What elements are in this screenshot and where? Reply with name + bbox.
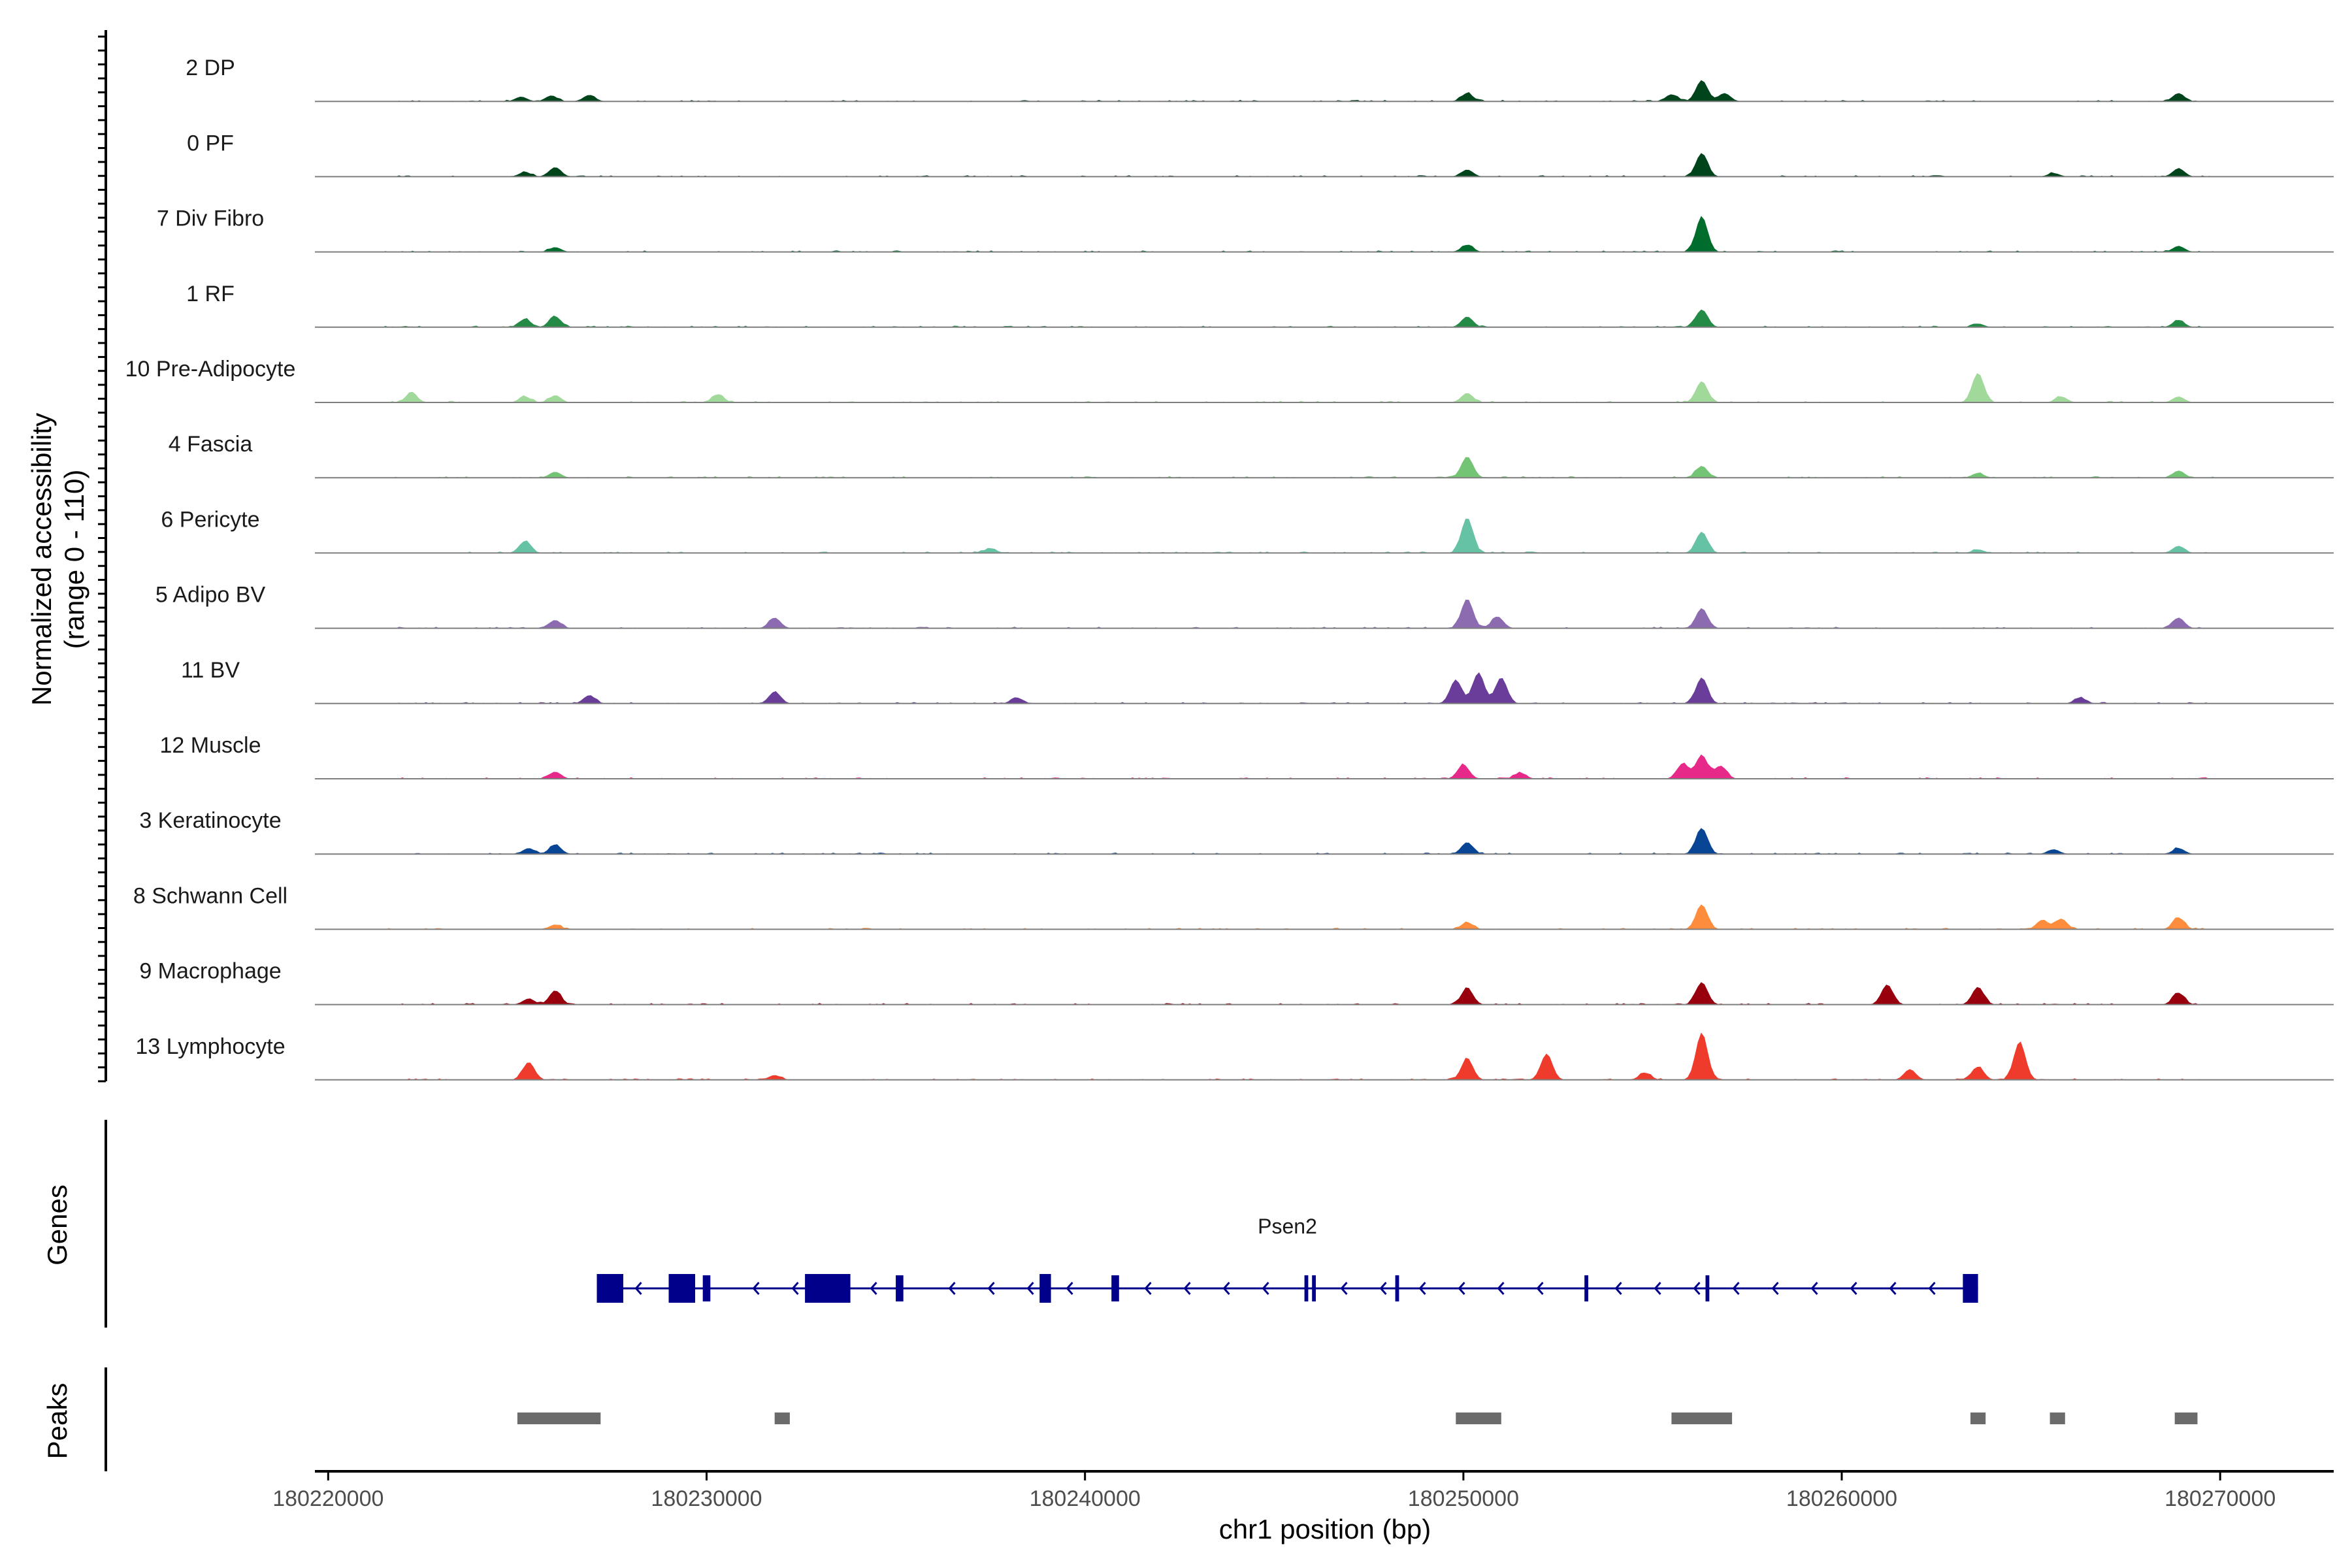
strand-arrow-icon xyxy=(1026,1282,1034,1295)
strand-arrow-icon xyxy=(1732,1282,1740,1295)
track-label-5-adipo-bv: 5 Adipo BV xyxy=(155,583,266,608)
track-label-1-rf: 1 RF xyxy=(186,282,235,306)
track-8-schwann-cell: 8 Schwann Cell xyxy=(133,883,2334,930)
track-4-fascia: 4 Fascia xyxy=(169,432,2334,479)
strand-arrow-icon xyxy=(1928,1282,1936,1295)
track-label-7-div-fibro: 7 Div Fibro xyxy=(157,206,264,231)
strand-arrow-icon xyxy=(752,1282,760,1295)
coverage-area-1-rf xyxy=(315,309,2334,327)
peak-region-2 xyxy=(774,1413,790,1424)
x-tick-label: 180240000 xyxy=(1030,1486,1141,1511)
strand-arrow-icon xyxy=(1222,1282,1230,1295)
x-tick-label: 180250000 xyxy=(1408,1486,1519,1511)
coverage-area-6-pericyte xyxy=(315,518,2334,553)
track-label-6-pericyte: 6 Pericyte xyxy=(161,507,259,532)
x-tick-label: 180270000 xyxy=(2164,1486,2276,1511)
track-label-9-macrophage: 9 Macrophage xyxy=(139,959,281,984)
peak-region-1 xyxy=(517,1413,601,1424)
gene-exon-10 xyxy=(1395,1275,1399,1301)
track-label-3-keratinocyte: 3 Keratinocyte xyxy=(139,808,281,833)
track-7-div-fibro: 7 Div Fibro xyxy=(157,206,2334,253)
peak-region-5 xyxy=(1970,1413,1986,1424)
track-6-pericyte: 6 Pericyte xyxy=(161,507,2334,554)
strand-arrow-icon xyxy=(1458,1282,1465,1295)
x-axis-ticks: 180220000 180230000 180240000 180250000 1802… xyxy=(272,1471,2276,1511)
gene-exon-1 xyxy=(596,1274,623,1303)
track-label-0-pf: 0 PF xyxy=(187,131,234,155)
track-0-pf: 0 PF xyxy=(187,131,2334,178)
peak-track xyxy=(517,1413,2198,1424)
peak-region-4 xyxy=(1671,1413,1733,1424)
strand-arrow-icon xyxy=(791,1282,799,1295)
peak-region-7 xyxy=(2174,1413,2198,1424)
track-label-10-pre-adipocyte: 10 Pre-Adipocyte xyxy=(125,357,296,382)
gene-label-psen2: Psen2 xyxy=(1258,1215,1317,1238)
y-axis-title-line2: (range 0 - 110) xyxy=(59,470,90,649)
x-tick-label: 180230000 xyxy=(651,1486,762,1511)
coverage-y-ticks xyxy=(98,35,106,1083)
strand-arrow-icon xyxy=(1262,1282,1269,1295)
strand-arrow-icon xyxy=(1183,1282,1191,1295)
strand-arrow-icon xyxy=(1810,1282,1818,1295)
gene-exon-8 xyxy=(1304,1275,1309,1301)
track-label-12-muscle: 12 Muscle xyxy=(160,733,261,758)
track-label-2-dp: 2 DP xyxy=(186,56,235,80)
strand-arrow-icon xyxy=(987,1282,995,1295)
track-13-lymphocyte: 13 Lymphocyte xyxy=(135,1032,2334,1081)
gene-exon-5 xyxy=(896,1275,904,1301)
gene-exon-7 xyxy=(1111,1275,1119,1301)
x-axis-title: chr1 position (bp) xyxy=(1219,1514,1431,1544)
coverage-tracks: 2 DP 0 PF 7 Div Fibro 1 RF 10 Pre-Adipocyte 4… xyxy=(125,56,2334,1081)
gene-exon-2 xyxy=(668,1274,695,1303)
strand-arrow-icon xyxy=(948,1282,956,1295)
track-12-muscle: 12 Muscle xyxy=(160,733,2334,779)
strand-arrow-icon xyxy=(1889,1282,1897,1295)
peak-region-6 xyxy=(2050,1413,2065,1424)
y-axis-title-line1: Normalized accessibility xyxy=(26,413,57,706)
gene-exon-9 xyxy=(1312,1275,1316,1301)
strand-arrow-icon xyxy=(1418,1282,1426,1295)
track-label-4-fascia: 4 Fascia xyxy=(169,432,253,457)
strand-arrow-icon xyxy=(870,1282,877,1295)
strand-arrow-icon xyxy=(1654,1282,1661,1295)
track-9-macrophage: 9 Macrophage xyxy=(139,959,2334,1005)
strand-arrow-icon xyxy=(1066,1282,1073,1295)
strand-arrow-icon xyxy=(1144,1282,1152,1295)
track-5-adipo-bv: 5 Adipo BV xyxy=(155,583,2334,629)
track-3-keratinocyte: 3 Keratinocyte xyxy=(139,808,2334,855)
track-label-8-schwann-cell: 8 Schwann Cell xyxy=(133,883,287,908)
strand-arrow-icon xyxy=(1693,1282,1701,1295)
track-10-pre-adipocyte: 10 Pre-Adipocyte xyxy=(125,357,2334,403)
strand-arrow-icon xyxy=(1497,1282,1505,1295)
track-2-dp: 2 DP xyxy=(186,56,2334,103)
track-label-11-bv: 11 BV xyxy=(181,658,240,683)
strand-arrow-icon xyxy=(1771,1282,1779,1295)
x-tick-label: 180220000 xyxy=(272,1486,384,1511)
strand-arrow-icon xyxy=(634,1282,642,1295)
gene-exon-3 xyxy=(702,1275,711,1301)
strand-arrow-icon xyxy=(1850,1282,1857,1295)
peaks-panel-label: Peaks xyxy=(42,1383,73,1460)
gene-track: Psen2 xyxy=(596,1215,1978,1303)
track-11-bv: 11 BV xyxy=(181,658,2334,704)
strand-arrow-icon xyxy=(1340,1282,1348,1295)
strand-arrow-icon xyxy=(1379,1282,1387,1295)
track-1-rf: 1 RF xyxy=(186,282,2334,328)
gene-exon-12 xyxy=(1705,1275,1710,1301)
gene-exon-11 xyxy=(1584,1275,1588,1301)
gene-exon-6 xyxy=(1039,1274,1051,1303)
coverage-area-2-dp xyxy=(315,80,2334,102)
gene-exon-13 xyxy=(1963,1274,1978,1303)
x-tick-label: 180260000 xyxy=(1786,1486,1897,1511)
strand-arrow-icon xyxy=(1536,1282,1544,1295)
gene-exon-4 xyxy=(805,1274,851,1303)
genes-panel-label: Genes xyxy=(42,1184,73,1266)
track-label-13-lymphocyte: 13 Lymphocyte xyxy=(135,1034,285,1059)
peak-region-3 xyxy=(1456,1413,1501,1424)
strand-arrow-icon xyxy=(1614,1282,1622,1295)
